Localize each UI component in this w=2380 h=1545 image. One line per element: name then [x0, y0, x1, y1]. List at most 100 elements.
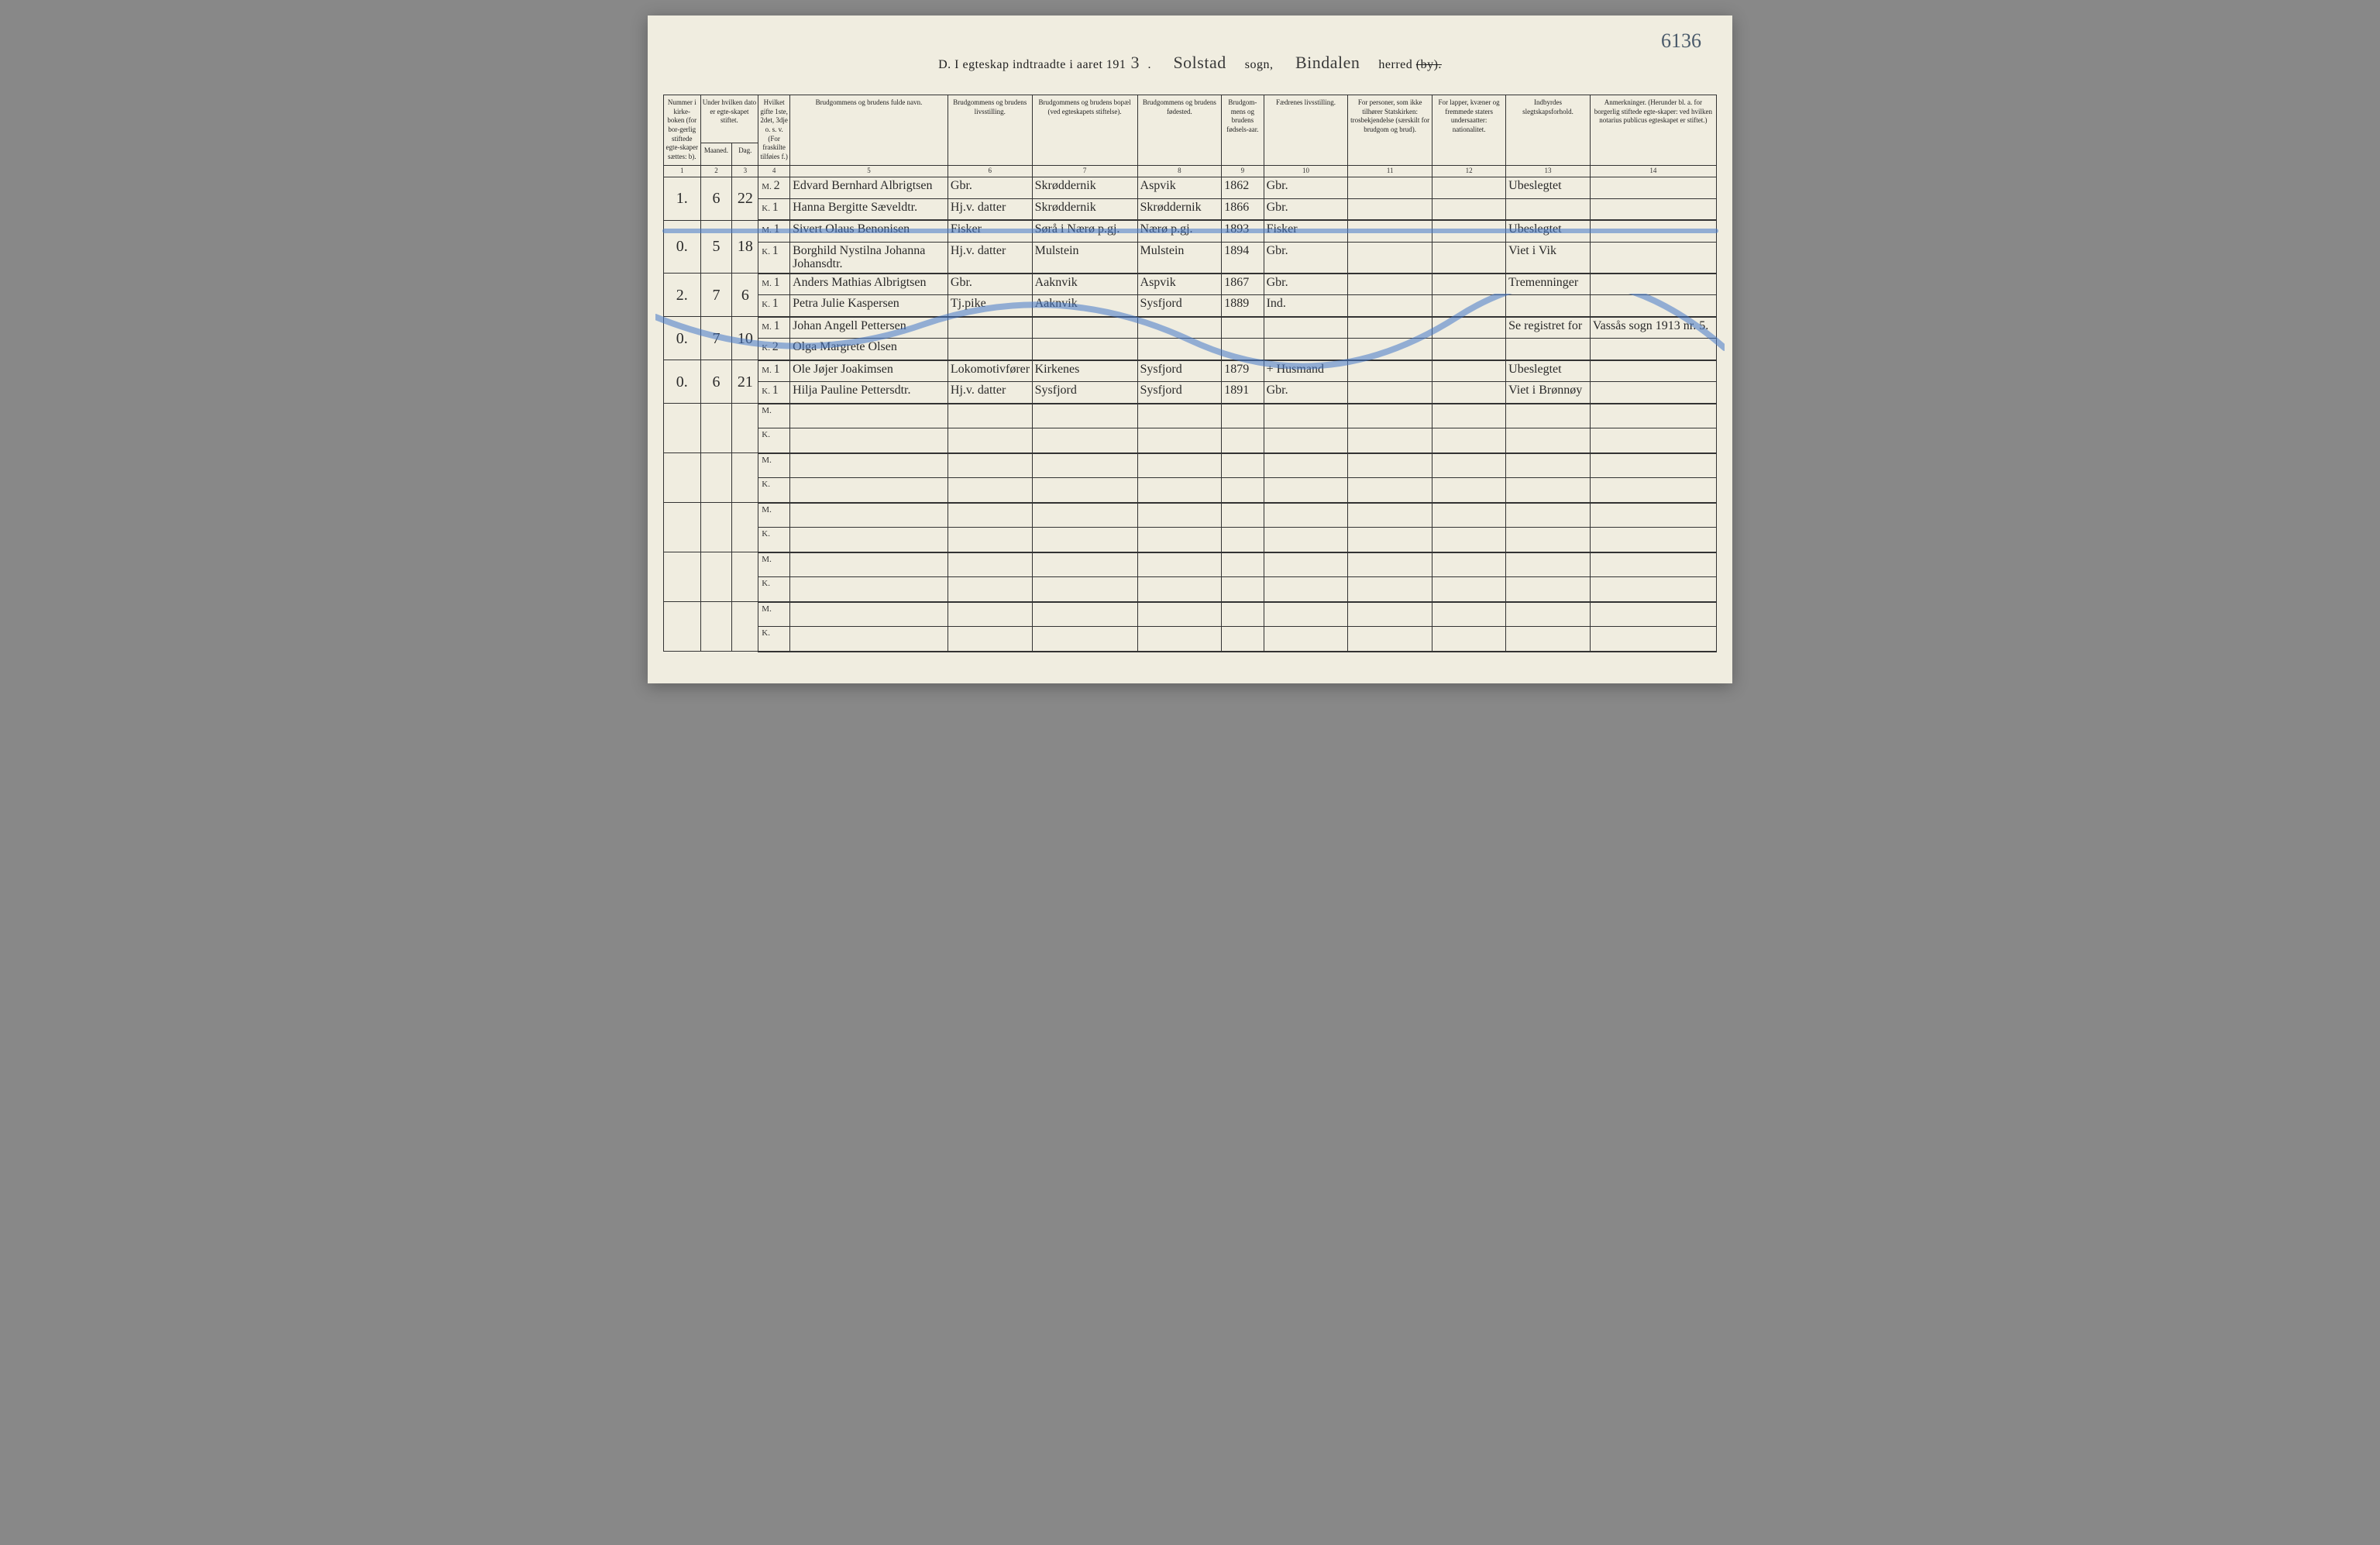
cell-m-fodested: Nærø p.gj.: [1137, 220, 1222, 242]
cell-k-navn: Olga Margrete Olsen: [790, 339, 948, 360]
cell-k-c13: Viet i Brønnøy: [1506, 382, 1591, 404]
sogn-value: Solstad: [1168, 53, 1230, 72]
cell-k-c12: [1432, 339, 1506, 360]
cell-m-c11: [1348, 220, 1432, 242]
month-cell: 7: [700, 317, 732, 360]
cell-m-c12: [1432, 274, 1506, 295]
colnum: 4: [758, 165, 790, 177]
empty-cell: [1348, 428, 1432, 453]
cell-m-c11: [1348, 360, 1432, 382]
empty-cell: [1264, 404, 1348, 428]
colnum: 3: [732, 165, 758, 177]
mk-label: K.: [758, 577, 790, 602]
empty-cell: [948, 552, 1032, 577]
col-header-12: For lapper, kvæner og fremmede staters u…: [1432, 95, 1506, 166]
table-row: K.: [664, 577, 1717, 602]
cell-k-c11: [1348, 382, 1432, 404]
empty-cell: [1032, 627, 1137, 652]
empty-cell: [1590, 552, 1716, 577]
empty-cell: [1432, 428, 1506, 453]
col-header-9: Brudgom-mens og brudens fødsels-aar.: [1222, 95, 1264, 166]
cell-k-c13: [1506, 198, 1591, 220]
mk-label: M.: [758, 552, 790, 577]
table-row: K.: [664, 528, 1717, 552]
col-header-2-group: Under hvilken dato er egte-skapet stifte…: [700, 95, 758, 143]
cell-m-navn: Johan Angell Pettersen: [790, 317, 948, 339]
empty-cell: [1506, 577, 1591, 602]
empty-cell: [1506, 478, 1591, 503]
cell-k-navn: Hilja Pauline Pettersdtr.: [790, 382, 948, 404]
cell-k-stilling: Hj.v. datter: [948, 382, 1032, 404]
table-row: 2.76M. 1Anders Mathias AlbrigtsenGbr.Aak…: [664, 274, 1717, 295]
empty-cell: [1222, 428, 1264, 453]
entry-number: [664, 453, 701, 503]
empty-cell: [1137, 453, 1222, 478]
mk-gifte-cell: M. 1: [758, 220, 790, 242]
col-header-1: Nummer i kirke-boken (for bor-gerlig sti…: [664, 95, 701, 166]
colnum: 9: [1222, 165, 1264, 177]
cell-m-fodested: Aspvik: [1137, 177, 1222, 198]
cell-k-c14: [1590, 295, 1716, 317]
day-cell: [732, 602, 758, 652]
mk-gifte-cell: K. 1: [758, 382, 790, 404]
cell-m-c14: [1590, 177, 1716, 198]
table-row: M.: [664, 503, 1717, 528]
empty-cell: [1348, 552, 1432, 577]
cell-k-c14: [1590, 242, 1716, 274]
cell-m-aar: 1862: [1222, 177, 1264, 198]
cell-k-c14: [1590, 339, 1716, 360]
colnum: 14: [1590, 165, 1716, 177]
empty-cell: [790, 503, 948, 528]
cell-m-aar: 1893: [1222, 220, 1264, 242]
cell-m-c13: Ubeslegtet: [1506, 360, 1591, 382]
empty-cell: [1264, 602, 1348, 627]
cell-m-fodested: [1137, 317, 1222, 339]
empty-cell: [1032, 478, 1137, 503]
empty-cell: [790, 528, 948, 552]
day-cell: 22: [732, 177, 758, 220]
cell-k-fodested: [1137, 339, 1222, 360]
empty-cell: [1032, 428, 1137, 453]
empty-cell: [1590, 453, 1716, 478]
mk-label: K.: [758, 528, 790, 552]
mk-label: M.: [758, 453, 790, 478]
cell-k-aar: 1891: [1222, 382, 1264, 404]
cell-k-fodested: Sysfjord: [1137, 295, 1222, 317]
empty-cell: [1032, 577, 1137, 602]
day-cell: 21: [732, 360, 758, 404]
empty-cell: [1348, 478, 1432, 503]
cell-m-navn: Edvard Bernhard Albrigtsen: [790, 177, 948, 198]
mk-gifte-cell: M. 1: [758, 274, 790, 295]
register-page: 6136 D. I egteskap indtraadte i aaret 19…: [648, 15, 1732, 683]
cell-k-bopel: Skrøddernik: [1032, 198, 1137, 220]
empty-cell: [1432, 404, 1506, 428]
empty-cell: [1222, 528, 1264, 552]
colnum: 8: [1137, 165, 1222, 177]
table-row: K. 1Hanna Bergitte Sæveldtr.Hj.v. datter…: [664, 198, 1717, 220]
cell-m-aar: 1867: [1222, 274, 1264, 295]
empty-cell: [1137, 428, 1222, 453]
day-cell: [732, 453, 758, 503]
by-struck: (by).: [1416, 58, 1442, 71]
empty-cell: [1137, 404, 1222, 428]
entry-number: [664, 552, 701, 602]
cell-m-stilling: [948, 317, 1032, 339]
cell-k-c11: [1348, 339, 1432, 360]
col-header-7: Brudgommens og brudens bopæl (ved egtesk…: [1032, 95, 1137, 166]
empty-cell: [948, 404, 1032, 428]
entry-number: 1.: [664, 177, 701, 220]
empty-cell: [790, 577, 948, 602]
column-number-row: 1 2 3 4 5 6 7 8 9 10 11 12 13 14: [664, 165, 1717, 177]
cell-k-c11: [1348, 198, 1432, 220]
empty-cell: [948, 577, 1032, 602]
empty-cell: [1506, 503, 1591, 528]
cell-m-aar: [1222, 317, 1264, 339]
cell-m-far: + Husmand: [1264, 360, 1348, 382]
cell-k-fodested: Sysfjord: [1137, 382, 1222, 404]
cell-k-far: Gbr.: [1264, 242, 1348, 274]
cell-m-c12: [1432, 177, 1506, 198]
cell-k-far: [1264, 339, 1348, 360]
col-header-6: Brudgommens og brudens livsstilling.: [948, 95, 1032, 166]
empty-cell: [1222, 503, 1264, 528]
empty-cell: [1264, 503, 1348, 528]
